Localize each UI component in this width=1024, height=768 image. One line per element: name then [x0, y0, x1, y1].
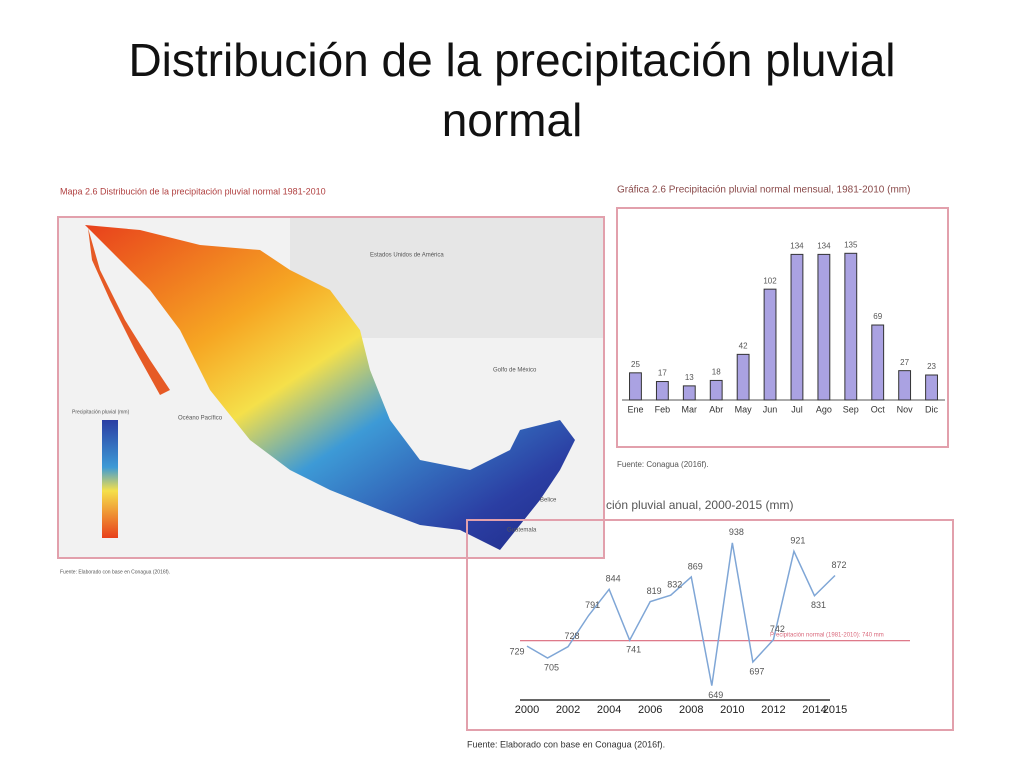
x-tick-label: 2006 [638, 704, 662, 716]
x-tick-label: Abr [709, 404, 723, 414]
data-label: 831 [811, 600, 826, 610]
chart-title: ción pluvial anual, 2000-2015 (mm) [606, 498, 793, 512]
map-label: Estados Unidos de América [370, 253, 444, 259]
data-label: 25 [631, 360, 640, 369]
bar [709, 379, 723, 401]
x-tick-label: 2002 [556, 704, 580, 716]
slide-title: Distribución de la precipitación pluvial… [128, 34, 896, 146]
data-label: 819 [647, 586, 662, 596]
mexico-map [85, 225, 575, 550]
x-tick-label: Feb [655, 404, 671, 414]
reference-label: Precipitación normal (1981-2010): 740 mm [770, 632, 884, 638]
bar [925, 374, 938, 401]
map-label: Belice [540, 498, 557, 504]
map-source: Fuente: Elaborado con base en Conagua (2… [60, 569, 170, 575]
x-tick-label: 2014 [802, 704, 826, 716]
data-label: 42 [739, 341, 748, 350]
data-label: 23 [927, 362, 936, 371]
bar [790, 253, 804, 401]
data-label: 697 [749, 666, 764, 676]
x-tick-label: Ene [627, 404, 643, 414]
chart-source: Fuente: Conagua (2016f). [617, 460, 709, 469]
x-tick-label: Dic [925, 404, 938, 414]
map-label: Guatemala [507, 528, 537, 534]
data-label: 741 [626, 645, 641, 655]
bar [629, 372, 642, 401]
bar [763, 288, 777, 401]
bar [871, 324, 885, 401]
chart-source: Fuente: Elaborado con base en Conagua (2… [467, 739, 665, 749]
data-label: 938 [729, 527, 744, 537]
x-tick-label: 2015 [823, 704, 847, 716]
map-title: Mapa 2.6 Distribución de la precipitació… [60, 186, 326, 196]
data-label: 832 [667, 580, 682, 590]
chart-title: Gráfica 2.6 Precipitación pluvial normal… [617, 185, 910, 196]
data-label: 729 [509, 647, 524, 657]
data-label: 705 [544, 662, 559, 672]
chart-frame [616, 207, 949, 448]
data-label: 742 [770, 624, 785, 634]
bar [898, 370, 912, 401]
data-label: 18 [712, 368, 721, 377]
x-tick-label: Jun [763, 404, 778, 414]
data-label: 649 [708, 690, 723, 700]
bar [736, 353, 750, 401]
x-tick-label: Jul [791, 404, 803, 414]
data-label: 134 [817, 241, 831, 250]
data-label: 69 [873, 312, 882, 321]
x-tick-label: 2004 [597, 704, 621, 716]
data-label: 921 [790, 536, 805, 546]
x-tick-label: Mar [682, 404, 698, 414]
x-tick-label: Oct [871, 404, 886, 414]
x-tick-label: 2000 [515, 704, 539, 716]
x-tick-label: May [735, 404, 753, 414]
data-label: 102 [763, 276, 777, 285]
bar [682, 385, 696, 401]
chart-frame [466, 519, 954, 731]
data-label: 27 [900, 358, 909, 367]
x-tick-label: 2012 [761, 704, 785, 716]
map-label: Océano Pacífico [178, 416, 223, 422]
data-label: 728 [565, 631, 580, 641]
data-label: 134 [790, 241, 804, 250]
x-tick-label: Sep [843, 404, 859, 414]
x-tick-label: 2010 [720, 704, 744, 716]
map-color-scale [102, 420, 118, 538]
data-label: 869 [688, 561, 703, 571]
bar [817, 253, 831, 401]
x-tick-label: Ago [816, 404, 832, 414]
baja-california [88, 228, 170, 395]
data-label: 135 [844, 240, 858, 249]
bar [655, 381, 669, 401]
data-label: 844 [606, 574, 621, 584]
x-tick-label: Nov [897, 404, 914, 414]
data-label: 17 [658, 369, 667, 378]
data-label: 872 [831, 560, 846, 570]
map-label: Golfo de México [493, 368, 537, 374]
data-label: 791 [585, 600, 600, 610]
bar [844, 252, 858, 401]
map-legend-title: Precipitación pluvial (mm) [72, 409, 130, 415]
x-tick-label: 2008 [679, 704, 703, 716]
line [526, 542, 836, 686]
data-label: 13 [685, 373, 694, 382]
